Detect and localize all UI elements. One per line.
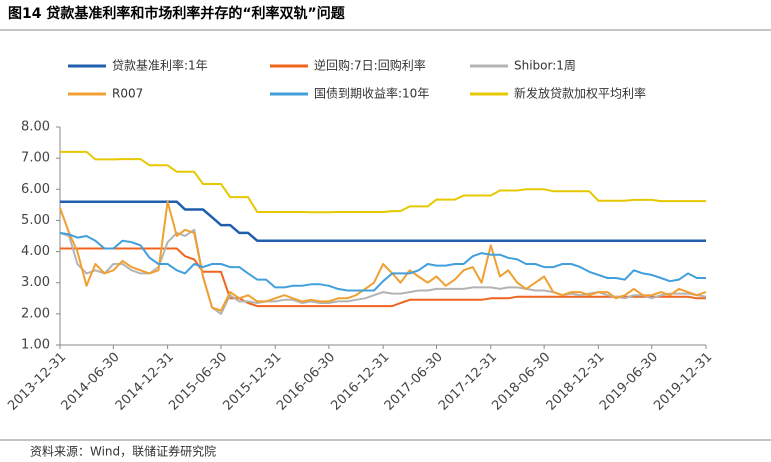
series-line	[59, 200, 707, 312]
chart-title: 图14 贷款基准利率和市场利率并存的“利率双轨”问题	[8, 5, 346, 22]
y-tick-label: 4.00	[21, 244, 50, 259]
y-tick-label: 5.00	[21, 213, 50, 228]
y-tick-label: 1.00	[21, 338, 50, 353]
series-line	[60, 247, 706, 308]
series-line	[59, 231, 706, 292]
series-line	[60, 200, 706, 242]
legend-label: R007	[112, 87, 143, 101]
legend-label: 逆回购:7日:回购利率	[314, 58, 426, 73]
x-tick-label: 2019-12-31	[651, 350, 715, 414]
legend-label: Shibor:1周	[514, 59, 576, 73]
y-tick-label: 8.00	[21, 120, 50, 135]
legend-label: 国债到期收益率:10年	[314, 86, 429, 101]
legend-label: 新发放贷款加权平均利率	[514, 86, 646, 101]
y-tick-label: 7.00	[21, 151, 50, 166]
series-line	[60, 150, 706, 214]
y-tick-label: 2.00	[21, 306, 50, 321]
y-tick-label: 6.00	[21, 182, 50, 197]
legend-label: 贷款基准利率:1年	[112, 58, 208, 73]
source: 资料来源：Wind，联储证券研究院	[30, 444, 216, 459]
y-tick-label: 3.00	[21, 275, 50, 290]
